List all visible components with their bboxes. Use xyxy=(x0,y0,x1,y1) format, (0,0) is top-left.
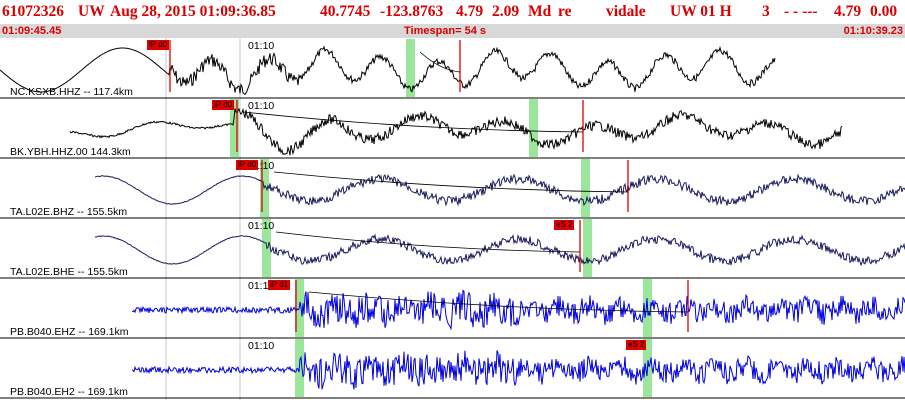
magnitude-type: Md xyxy=(528,3,552,20)
timespan: Timespan= 54 s xyxy=(404,25,487,37)
tail-depth: 4.79 xyxy=(834,3,862,20)
pick-window[interactable] xyxy=(583,219,592,277)
time-bar: 01:09:45.45 Timespan= 54 s 01:10:39.23 xyxy=(0,24,905,38)
end-time: 01:10:39.23 xyxy=(843,25,903,37)
network-code: UW xyxy=(78,3,105,20)
analyst-name: vidale xyxy=(606,3,646,20)
p-pick-tag[interactable]: iP d0 xyxy=(147,40,170,50)
pick-window[interactable] xyxy=(406,39,415,97)
time-mark: 01:10 xyxy=(248,280,275,292)
review-flag: re xyxy=(558,3,572,20)
channel-label: TA.L02E.BHZ -- 155.5km xyxy=(10,206,128,218)
travel-time-curve xyxy=(308,291,689,313)
channel-label: NC.KSXB.HHZ -- 117.4km xyxy=(10,86,133,98)
waveform-trace xyxy=(131,350,905,390)
tail-value: 0.00 xyxy=(870,3,898,20)
travel-time-curve xyxy=(275,231,581,253)
longitude: -123.8763 xyxy=(380,3,444,20)
time-mark: 01:10 xyxy=(248,340,275,352)
waveform-trace xyxy=(94,233,905,267)
time-mark: 01:10 xyxy=(248,100,275,112)
p-pick-tag[interactable]: iP d0 xyxy=(236,160,259,170)
pick-window[interactable] xyxy=(230,99,239,157)
depth: 4.79 xyxy=(456,3,484,20)
event-header: 61072326 UW Aug 28, 2015 01:09:36.85 40.… xyxy=(0,0,905,24)
p-pick-tag[interactable]: iP d1 xyxy=(268,280,291,290)
latitude: 40.7745 xyxy=(320,3,371,20)
p-pick-tag[interactable]: iP d0 xyxy=(212,100,235,110)
pick-window[interactable] xyxy=(529,99,538,157)
source-code: UW 01 H xyxy=(670,3,732,20)
phase-count: 3 xyxy=(762,3,770,20)
s-pick-tag[interactable]: eS 2 xyxy=(554,220,575,230)
time-mark: 01:10 xyxy=(248,220,275,232)
waveform-trace xyxy=(94,173,905,207)
time-mark: 01:10 xyxy=(248,40,275,52)
travel-time-curve xyxy=(419,51,461,73)
waveform-trace xyxy=(69,107,843,156)
channel-label: TA.L02E.BHE -- 155.5km xyxy=(10,266,128,278)
seismogram-panel[interactable]: NC.KSXB.HHZ -- 117.4km 01:10 iP d0 BK.YBH.H… xyxy=(0,38,905,400)
travel-time-curve xyxy=(243,111,584,133)
channel-label: PB.B040.EHZ -- 169.1km xyxy=(10,326,129,338)
pick-window[interactable] xyxy=(581,159,590,217)
origin-datetime: Aug 28, 2015 01:09:36.85 xyxy=(110,3,276,20)
travel-time-curve xyxy=(273,171,629,193)
waveform-trace xyxy=(0,45,776,96)
magnitude: 2.09 xyxy=(492,3,520,20)
event-id: 61072326 xyxy=(2,3,64,20)
placeholder-dashes: - - --- xyxy=(784,3,818,20)
waveform-trace xyxy=(131,289,905,331)
s-pick-tag[interactable]: eS 2 xyxy=(626,340,647,350)
channel-label: BK.YBH.HHZ.00 144.3km xyxy=(10,146,131,158)
channel-label: PB.B040.EH2 -- 169.1km xyxy=(10,386,128,398)
start-time: 01:09:45.45 xyxy=(2,25,62,37)
waveform-canvas[interactable] xyxy=(0,38,905,400)
